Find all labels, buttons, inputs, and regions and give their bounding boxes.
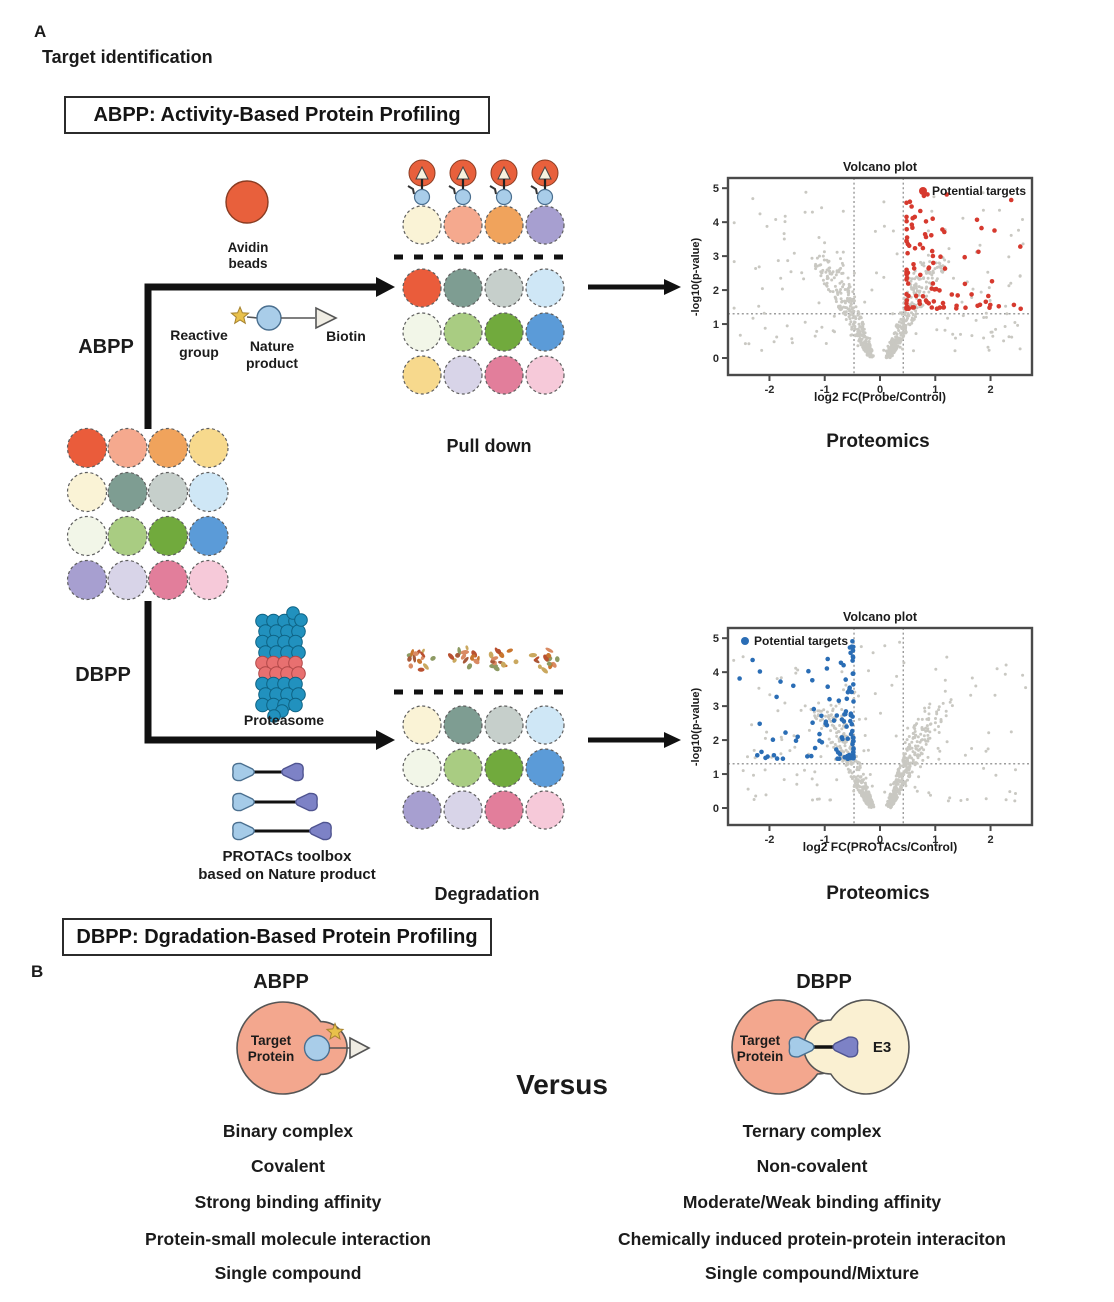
degradation-assembly bbox=[402, 645, 565, 830]
versus-label: Versus bbox=[516, 1069, 608, 1100]
proteomics-label-bottom: Proteomics bbox=[826, 883, 930, 904]
proteome-grid bbox=[66, 427, 229, 601]
y-axis-label: -log10(p-value) bbox=[690, 238, 702, 317]
y-axis-label: -log10(p-value) bbox=[690, 688, 702, 767]
x-axis-label: log2 FC(PROTACs/Control) bbox=[803, 840, 957, 854]
svg-text:-2: -2 bbox=[765, 834, 775, 846]
flow-arrows bbox=[144, 254, 681, 750]
abpp-property-binding-affinity: Strong binding affinity bbox=[194, 1192, 382, 1212]
proteasome-icon bbox=[255, 606, 308, 723]
axis-ticks: -2 -1 0 1 2 0 1 2 3 4 5 bbox=[713, 183, 994, 396]
svg-text:0: 0 bbox=[713, 353, 719, 365]
svg-text:0: 0 bbox=[877, 834, 883, 846]
dbpp-property-non-covalent: Non-covalent bbox=[756, 1156, 868, 1176]
panel-b-dbpp-title: DBPP bbox=[796, 971, 852, 993]
volcano-plot-abpp: -2 -1 0 1 2 0 1 2 3 4 5 Volcano plot log2 FC(Probe/C… bbox=[690, 160, 1034, 404]
threshold-lines bbox=[728, 178, 1032, 375]
volcano-title: Volcano plot bbox=[843, 610, 918, 624]
reactive-group-label: Reactive group bbox=[170, 327, 228, 360]
avidin-bead-icon bbox=[225, 180, 269, 224]
probe-molecule-icon bbox=[230, 305, 338, 331]
svg-text:2: 2 bbox=[987, 834, 993, 846]
protacs-toolbox-label-line2: based on Nature product bbox=[198, 866, 376, 883]
abpp-definition-box: ABPP: Activity-Based Protein Profiling bbox=[64, 96, 490, 134]
legend-marker bbox=[741, 637, 749, 645]
abpp-property-compound: Single compound bbox=[214, 1263, 362, 1283]
abpp-branch-label: ABPP bbox=[78, 336, 134, 358]
protacs-toolbox-icon bbox=[232, 762, 332, 841]
svg-text:3: 3 bbox=[713, 701, 719, 713]
svg-text:5: 5 bbox=[713, 633, 719, 645]
protacs-toolbox-label-line1: PROTACs toolbox bbox=[222, 848, 352, 865]
dbpp-branch-label: DBPP bbox=[75, 664, 131, 686]
volcano-title: Volcano plot bbox=[843, 160, 918, 174]
dbpp-property-binding-affinity: Moderate/Weak binding affinity bbox=[682, 1192, 942, 1212]
panel-b-abpp-title: ABPP bbox=[253, 971, 309, 993]
axis-ticks: -2 -1 0 1 2 0 1 2 3 4 5 bbox=[713, 633, 994, 846]
proteasome-label: Proteasome bbox=[243, 712, 325, 728]
legend-label: Potential targets bbox=[754, 634, 848, 648]
biotin-label: Biotin bbox=[326, 328, 366, 344]
abpp-property-interaction: Protein-small molecule interaction bbox=[145, 1229, 431, 1249]
abpp-property-covalent: Covalent bbox=[251, 1156, 325, 1176]
nature-product-label: Nature product bbox=[245, 338, 299, 371]
panel-b-label: B bbox=[31, 962, 44, 981]
dbpp-property-interaction: Chemically induced protein-protein inter… bbox=[618, 1229, 1006, 1249]
svg-text:0: 0 bbox=[713, 803, 719, 815]
svg-text:5: 5 bbox=[713, 183, 719, 195]
target-identification-title: Target identification bbox=[42, 47, 213, 67]
proteomics-label-top: Proteomics bbox=[826, 431, 930, 452]
svg-text:-1: -1 bbox=[820, 834, 830, 846]
dbpp-definition-box: DBPP: Dgradation-Based Protein Profiling bbox=[62, 918, 492, 956]
dbpp-property-ternary-complex: Ternary complex bbox=[742, 1121, 882, 1141]
svg-text:1: 1 bbox=[932, 834, 938, 846]
svg-text:3: 3 bbox=[713, 251, 719, 263]
svg-text:2: 2 bbox=[987, 384, 993, 396]
scatter-points bbox=[732, 639, 1028, 810]
panel-b-illustrations bbox=[236, 999, 910, 1095]
svg-text:4: 4 bbox=[713, 217, 720, 229]
volcano-plot-dbpp: -2 -1 0 1 2 0 1 2 3 4 5 Volcano plot log2 FC(PROTACs… bbox=[690, 610, 1034, 854]
pulldown-assembly bbox=[402, 159, 565, 395]
svg-text:2: 2 bbox=[713, 285, 719, 297]
degradation-label: Degradation bbox=[434, 884, 540, 904]
target-protein-label-abpp: Target Protein bbox=[247, 1033, 295, 1064]
svg-text:-1: -1 bbox=[820, 384, 830, 396]
panel-a-label: A bbox=[34, 22, 47, 41]
avidin-beads-label: Avidin beads bbox=[227, 240, 269, 271]
svg-text:-2: -2 bbox=[765, 384, 775, 396]
target-protein-label-dbpp: Target Protein bbox=[736, 1033, 784, 1064]
svg-text:1: 1 bbox=[932, 384, 938, 396]
legend-marker bbox=[919, 187, 927, 195]
x-axis-label: log2 FC(Probe/Control) bbox=[814, 390, 946, 404]
svg-text:4: 4 bbox=[713, 667, 720, 679]
svg-text:2: 2 bbox=[713, 735, 719, 747]
abpp-property-binary-complex: Binary complex bbox=[222, 1121, 354, 1141]
scatter-points bbox=[732, 190, 1025, 360]
dbpp-property-compound: Single compound/Mixture bbox=[705, 1263, 919, 1283]
svg-text:0: 0 bbox=[877, 384, 883, 396]
legend-label: Potential targets bbox=[932, 184, 1026, 198]
pull-down-label: Pull down bbox=[446, 436, 532, 456]
e3-label: E3 bbox=[872, 1039, 892, 1056]
svg-text:1: 1 bbox=[713, 769, 719, 781]
svg-text:1: 1 bbox=[713, 319, 719, 331]
